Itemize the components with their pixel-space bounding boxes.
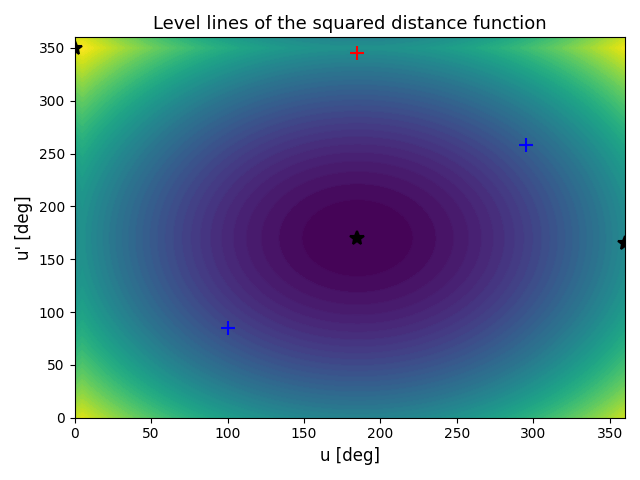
X-axis label: u [deg]: u [deg] [320,447,380,465]
Title: Level lines of the squared distance function: Level lines of the squared distance func… [153,15,547,33]
Y-axis label: u' [deg]: u' [deg] [15,195,33,260]
